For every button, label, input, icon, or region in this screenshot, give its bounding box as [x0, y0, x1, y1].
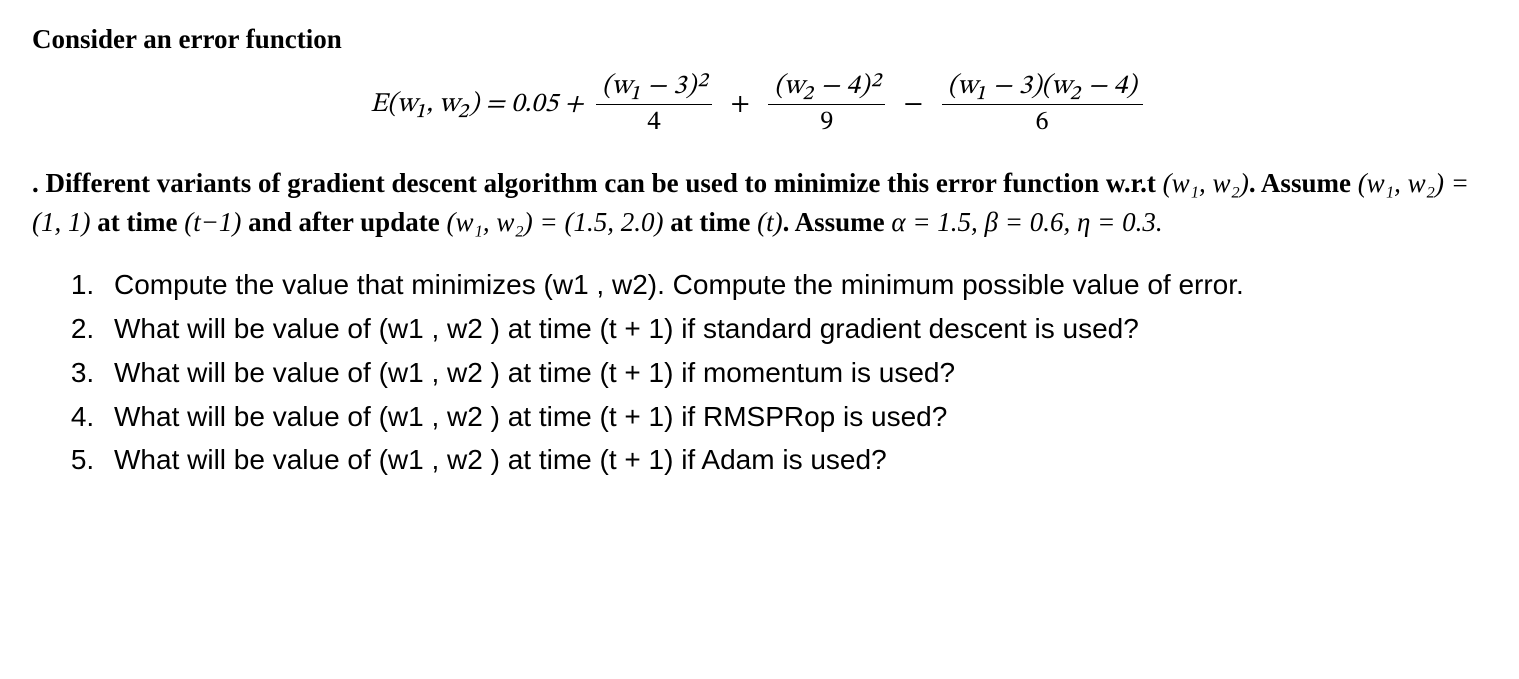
- equation-op1: +: [724, 91, 755, 118]
- term1-numerator: (w₁ − 3)²: [596, 73, 712, 105]
- error-equation: E(w₁, w₂) = 0.05 + (w₁ − 3)² 4 + (w₂ − 4…: [32, 73, 1487, 136]
- equation-term2: (w₂ − 4)² 9: [768, 73, 885, 136]
- body-m4: (w₁, w₂) = (1.5, 2.0): [446, 207, 663, 237]
- question-item: What will be value of (w1 , w2 ) at time…: [102, 398, 1487, 436]
- question-item: What will be value of (w1 , w2 ) at time…: [102, 354, 1487, 392]
- term2-numerator: (w₂ − 4)²: [768, 73, 885, 105]
- body-prefix: . Different variants of gradient descent…: [32, 168, 1163, 198]
- question-item: Compute the value that minimizes (w1 , w…: [102, 266, 1487, 304]
- body-m3: (t−1): [184, 207, 241, 237]
- body-paragraph: . Different variants of gradient descent…: [32, 164, 1487, 242]
- equation-term3: (w₁ − 3)(w₂ − 4) 6: [942, 73, 1143, 136]
- heading: Consider an error function: [32, 24, 1487, 55]
- body-s3: and after update: [241, 207, 446, 237]
- body-s1: . Assume: [1249, 168, 1358, 198]
- question-item: What will be value of (w1 , w2 ) at time…: [102, 310, 1487, 348]
- body-s2: at time: [90, 207, 184, 237]
- body-s4: at time: [663, 207, 757, 237]
- body-m5: (t): [757, 207, 782, 237]
- term2-denominator: 9: [768, 105, 885, 136]
- equation-lhs: E(w₁, w₂) = 0.05 +: [370, 91, 583, 118]
- term3-denominator: 6: [942, 105, 1143, 136]
- term3-numerator: (w₁ − 3)(w₂ − 4): [942, 73, 1143, 105]
- body-s5: . Assume: [783, 207, 892, 237]
- body-m1: (w₁, w₂): [1163, 168, 1249, 198]
- term1-denominator: 4: [596, 105, 712, 136]
- equation-op2: −: [898, 91, 929, 118]
- equation-term1: (w₁ − 3)² 4: [596, 73, 712, 136]
- question-list: Compute the value that minimizes (w1 , w…: [32, 266, 1487, 479]
- body-m6: α = 1.5, β = 0.6, η = 0.3.: [891, 207, 1162, 237]
- question-item: What will be value of (w1 , w2 ) at time…: [102, 441, 1487, 479]
